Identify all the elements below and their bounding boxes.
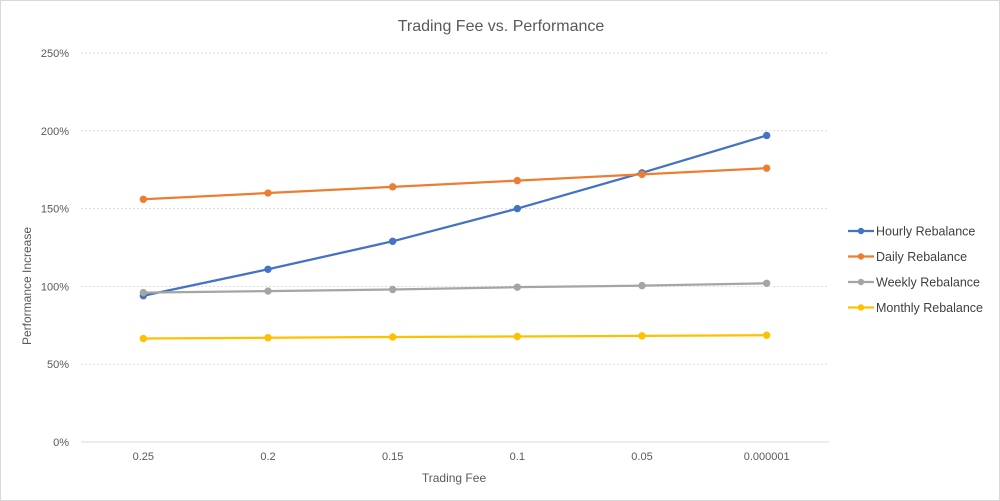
data-point — [139, 334, 148, 343]
legend-label: Weekly Rebalance — [876, 276, 980, 290]
legend-item: Monthly Rebalance — [848, 301, 983, 315]
data-point — [762, 331, 771, 339]
legend: Hourly Rebalance Daily Rebalance Weekly Re… — [848, 225, 983, 315]
series-line — [142, 134, 768, 297]
x-axis-ticks: 0.25 0.2 0.15 0.1 0.05 0.000001 — [133, 451, 790, 463]
x-tick-label: 0.05 — [631, 451, 652, 463]
legend-item: Daily Rebalance — [848, 250, 967, 264]
data-point — [638, 332, 646, 340]
data-point — [264, 334, 272, 342]
data-point — [513, 204, 522, 213]
series-line — [142, 334, 768, 340]
data-point — [139, 288, 148, 297]
series-line — [142, 167, 768, 201]
y-tick-label: 150% — [41, 204, 69, 216]
y-tick-label: 100% — [41, 281, 69, 293]
data-point — [388, 285, 397, 294]
x-tick-label: 0.1 — [510, 451, 525, 463]
data-point — [638, 281, 646, 290]
y-axis-label: Performance Increase — [20, 227, 34, 345]
data-point — [264, 265, 272, 273]
legend-label: Hourly Rebalance — [876, 225, 975, 239]
data-point — [264, 189, 272, 197]
data-point — [513, 176, 522, 185]
legend-item: Hourly Rebalance — [848, 225, 975, 239]
data-point — [762, 164, 771, 172]
series-line — [142, 282, 768, 294]
x-tick-label: 0.15 — [382, 451, 403, 463]
data-point — [762, 279, 771, 287]
x-tick-label: 0.25 — [133, 451, 154, 463]
data-point — [513, 332, 522, 341]
data-point — [638, 170, 646, 179]
legend-marker — [857, 227, 865, 235]
legend-marker — [857, 253, 865, 260]
x-axis-label: Trading Fee — [422, 471, 487, 485]
gridlines — [81, 52, 829, 443]
y-tick-label: 200% — [41, 126, 69, 138]
data-point — [388, 333, 397, 341]
legend-label: Daily Rebalance — [876, 250, 967, 264]
data-point — [139, 195, 148, 203]
y-tick-label: 250% — [41, 48, 69, 60]
x-tick-label: 0.2 — [260, 451, 275, 463]
data-point — [388, 237, 397, 245]
chart-title: Trading Fee vs. Performance — [398, 18, 605, 35]
data-point — [388, 183, 397, 191]
data-point — [513, 283, 522, 291]
series — [139, 279, 771, 297]
y-tick-label: 0% — [53, 437, 69, 449]
x-tick-label: 0.000001 — [744, 451, 790, 463]
data-point — [762, 131, 771, 140]
legend-marker — [857, 278, 865, 286]
series — [139, 131, 771, 300]
series-layer — [139, 131, 771, 343]
y-axis-ticks: 0% 50% 100% 150% 200% 250% — [41, 48, 69, 449]
legend-item: Weekly Rebalance — [848, 276, 980, 290]
series — [139, 331, 771, 343]
series — [139, 164, 771, 203]
legend-label: Monthly Rebalance — [876, 301, 983, 315]
legend-marker — [857, 304, 865, 311]
y-tick-label: 50% — [47, 359, 69, 371]
data-point — [264, 287, 272, 295]
